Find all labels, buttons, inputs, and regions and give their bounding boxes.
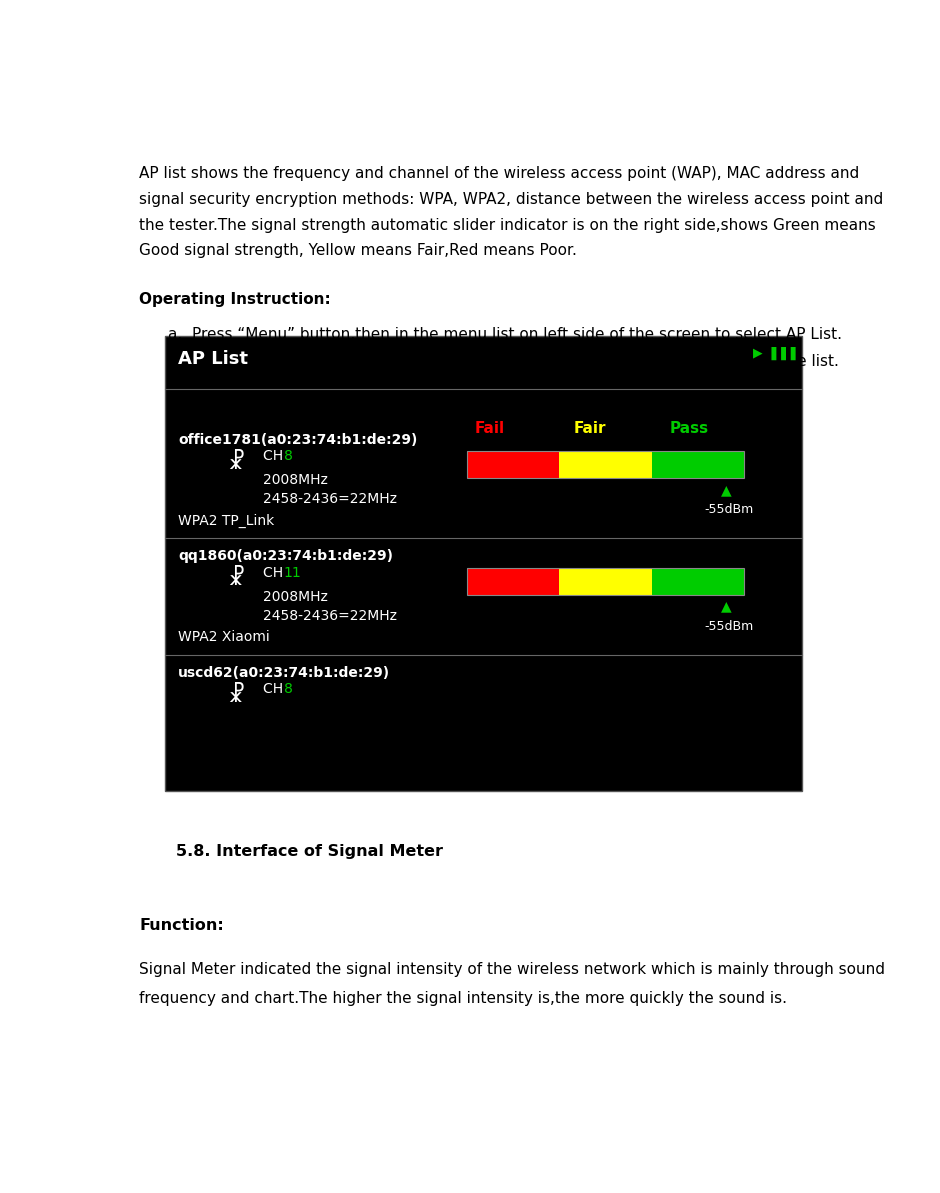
- Text: 2008MHz: 2008MHz: [263, 472, 328, 487]
- Text: ☧: ☧: [227, 569, 244, 589]
- Text: 2008MHz: 2008MHz: [263, 589, 328, 604]
- Bar: [559, 451, 651, 478]
- Text: qq1860(a0:23:74:b1:de:29): qq1860(a0:23:74:b1:de:29): [178, 549, 393, 563]
- Text: a.  Press “Menu” button,then in the menu list on left side of the screen to sele: a. Press “Menu” button,then in the menu …: [168, 327, 842, 342]
- Text: CH: CH: [263, 449, 288, 463]
- Bar: [467, 451, 559, 478]
- Text: ▶ ▐▐▐: ▶ ▐▐▐: [753, 347, 795, 360]
- Text: Function:: Function:: [139, 917, 224, 933]
- Text: Fair: Fair: [574, 421, 606, 435]
- Text: c.  Press “Enter” to Run or Stop AP list function.: c. Press “Enter” to Run or Stop AP list …: [168, 382, 533, 397]
- Text: CH: CH: [263, 682, 288, 697]
- Text: signal security encryption methods: WPA, WPA2, distance between the wireless acc: signal security encryption methods: WPA,…: [139, 192, 884, 206]
- Text: WPA2 Xiaomi: WPA2 Xiaomi: [178, 630, 270, 644]
- Text: ☧: ☧: [227, 452, 244, 472]
- Text: AP List: AP List: [178, 350, 248, 367]
- Text: 8: 8: [284, 449, 292, 463]
- Bar: [559, 568, 651, 595]
- Bar: [651, 451, 744, 478]
- Text: -55dBm: -55dBm: [705, 620, 754, 633]
- Text: CH: CH: [263, 565, 288, 580]
- Text: WPA2 TP_Link: WPA2 TP_Link: [178, 513, 274, 527]
- Text: Good signal strength, Yellow means Fair,Red means Poor.: Good signal strength, Yellow means Fair,…: [139, 243, 577, 259]
- Text: 2458-2436=22MHz: 2458-2436=22MHz: [263, 608, 398, 623]
- Text: frequency and chart.The higher the signal intensity is,the more quickly the soun: frequency and chart.The higher the signa…: [139, 991, 788, 1006]
- Bar: [164, 336, 802, 791]
- Text: Fail: Fail: [475, 421, 505, 435]
- Text: 2458-2436=22MHz: 2458-2436=22MHz: [263, 493, 398, 506]
- Text: Operating Instruction:: Operating Instruction:: [139, 292, 331, 307]
- Text: AP list shows the frequency and channel of the wireless access point (WAP), MAC : AP list shows the frequency and channel …: [139, 166, 859, 181]
- Text: -55dBm: -55dBm: [705, 503, 754, 517]
- Bar: [651, 568, 744, 595]
- Text: uscd62(a0:23:74:b1:de:29): uscd62(a0:23:74:b1:de:29): [178, 666, 390, 680]
- Text: the tester.The signal strength automatic slider indicator is on the right side,s: the tester.The signal strength automatic…: [139, 217, 876, 233]
- Text: Signal Meter indicated the signal intensity of the wireless network which is mai: Signal Meter indicated the signal intens…: [139, 962, 885, 977]
- Text: office1781(a0:23:74:b1:de:29): office1781(a0:23:74:b1:de:29): [178, 433, 417, 446]
- Bar: [467, 451, 744, 478]
- Text: 5.8. Interface of Signal Meter: 5.8. Interface of Signal Meter: [176, 845, 443, 859]
- Bar: [467, 568, 559, 595]
- Text: ▲: ▲: [720, 483, 731, 497]
- Text: Pass: Pass: [670, 421, 709, 435]
- Bar: [467, 568, 744, 595]
- Text: ▲: ▲: [720, 600, 731, 613]
- Text: b.  For scanned AP, press “UP”, “Down” and “Nex” to view the access points on th: b. For scanned AP, press “UP”, “Down” an…: [168, 354, 839, 370]
- Text: 11: 11: [284, 565, 302, 580]
- Text: 8: 8: [284, 682, 292, 697]
- Text: ☧: ☧: [227, 686, 244, 706]
